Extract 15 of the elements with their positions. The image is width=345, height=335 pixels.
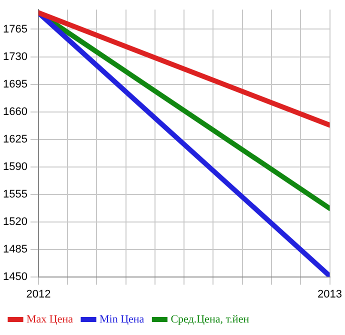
- legend-label: Min Цена: [100, 313, 144, 326]
- x-tick-label: 2012: [26, 288, 51, 300]
- y-tick-label: 1730: [2, 50, 28, 63]
- legend-label: Сред.Цена, т.йен: [170, 313, 250, 326]
- y-tick-label: 1485: [2, 243, 28, 256]
- y-tick-label: 1450: [2, 270, 28, 283]
- y-tick-label: 1695: [2, 78, 28, 90]
- y-tick-label: 1660: [2, 106, 28, 118]
- y-tick-label: 1625: [2, 133, 28, 146]
- y-tick-label: 1555: [2, 188, 28, 200]
- y-tick-label: 1520: [2, 216, 28, 228]
- y-tick-label: 1590: [2, 160, 28, 173]
- x-tick-label: 2013: [318, 288, 342, 300]
- legend-label: Max Цена: [26, 313, 74, 326]
- y-tick-label: 1765: [2, 23, 28, 36]
